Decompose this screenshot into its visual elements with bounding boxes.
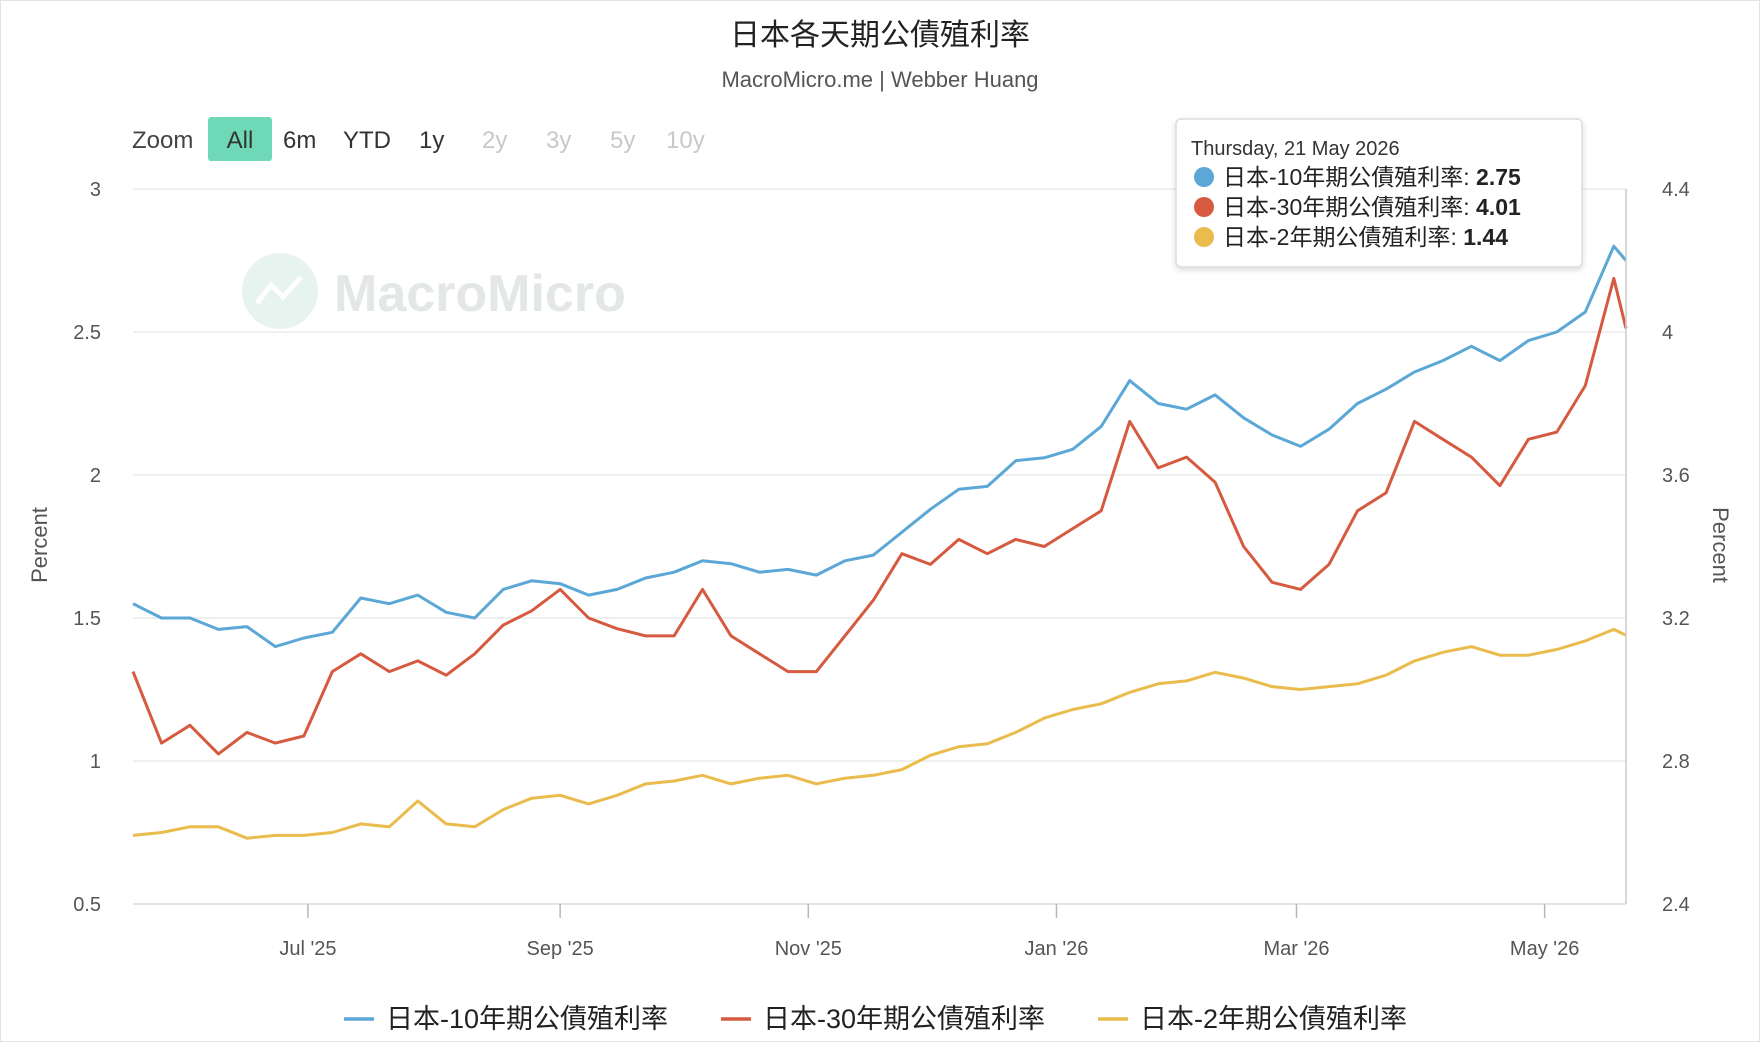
y-right-tick-label: 3.6 (1662, 465, 1690, 487)
legend-label: 日本-10年期公債殖利率 (386, 1004, 668, 1034)
tooltip-row: 日本-2年期公債殖利率: 1.44 (1194, 224, 1508, 250)
tooltip: Thursday, 21 May 2026 日本-10年期公債殖利率: 2.75… (1175, 118, 1583, 268)
y-right-tick-label: 3.2 (1662, 608, 1690, 630)
y-left-tick-label: 3 (90, 179, 101, 201)
zoom-button-label: YTD (343, 127, 391, 154)
y-axis-right-title: Percent (1708, 507, 1733, 583)
y-axis-right: 2.4 2.8 3.2 3.6 4 4.4 (1662, 179, 1690, 916)
y-left-tick-label: 2.5 (73, 322, 101, 344)
tooltip-series-value: 4.01 (1476, 194, 1521, 220)
y-axis-left: 0.5 1 1.5 2 2.5 3 (73, 179, 101, 916)
x-tick-label: May '26 (1510, 938, 1579, 960)
legend-item-3[interactable]: 日本-2年期公債殖利率 (1098, 1004, 1407, 1034)
legend: 日本-10年期公債殖利率 日本-30年期公債殖利率 日本-2年期公債殖利率 (344, 1004, 1407, 1034)
y-left-tick-label: 0.5 (73, 894, 101, 916)
zoom-button-ytd[interactable]: YTD (343, 127, 391, 154)
zoom-button-10y: 10y (666, 127, 705, 154)
tooltip-row-text: 日本-10年期公債殖利率: 2.75 (1223, 164, 1521, 190)
tooltip-marker-icon (1194, 167, 1214, 187)
zoom-button-5y: 5y (610, 127, 635, 154)
tooltip-series-name: 日本-2年期公債殖利率: (1223, 224, 1463, 250)
x-tick-label: Sep '25 (527, 938, 594, 960)
y-left-tick-label: 1 (90, 751, 101, 773)
tooltip-row: 日本-10年期公債殖利率: 2.75 (1194, 164, 1521, 190)
y-left-tick-label: 2 (90, 465, 101, 487)
chart-title: 日本各天期公債殖利率 (730, 19, 1030, 52)
y-right-tick-label: 2.4 (1662, 894, 1690, 916)
zoom-bar: Zoom All 6m YTD 1y 2y 3y 5y 10y (132, 117, 705, 161)
zoom-button-label: 3y (546, 127, 571, 154)
legend-item-1[interactable]: 日本-10年期公債殖利率 (344, 1004, 668, 1034)
zoom-button-label: 10y (666, 127, 705, 154)
tooltip-row-text: 日本-2年期公債殖利率: 1.44 (1223, 224, 1508, 250)
tooltip-box (1175, 118, 1583, 268)
y-right-tick-label: 4 (1662, 322, 1673, 344)
tooltip-series-name: 日本-10年期公債殖利率: (1223, 164, 1476, 190)
x-axis: Jul '25 Sep '25 Nov '25 Jan '26 Mar '26 May '… (279, 904, 1579, 960)
tooltip-row-text: 日本-30年期公債殖利率: 4.01 (1223, 194, 1521, 220)
tooltip-series-value: 2.75 (1476, 164, 1521, 190)
watermark-logo-mark (255, 275, 303, 305)
zoom-button-label: 2y (482, 127, 507, 154)
series-line-2[interactable] (131, 276, 1628, 756)
x-tick-label: Jul '25 (279, 938, 336, 960)
tooltip-marker-icon (1194, 197, 1214, 217)
legend-label: 日本-30年期公債殖利率 (763, 1004, 1045, 1034)
watermark-text: MacroMicro (334, 265, 626, 323)
zoom-button-3y: 3y (546, 127, 571, 154)
y-left-tick-label: 1.5 (73, 608, 101, 630)
watermark: MacroMicro (242, 253, 626, 329)
y-axis-left-title: Percent (27, 507, 52, 583)
tooltip-date: Thursday, 21 May 2026 (1191, 138, 1400, 160)
series-layer (131, 244, 1628, 840)
tooltip-row: 日本-30年期公債殖利率: 4.01 (1194, 194, 1521, 220)
legend-label: 日本-2年期公債殖利率 (1140, 1004, 1407, 1034)
zoom-button-1y[interactable]: 1y (419, 127, 444, 154)
tooltip-series-name: 日本-30年期公債殖利率: (1223, 194, 1476, 220)
chart-subtitle: MacroMicro.me | Webber Huang (721, 67, 1038, 92)
zoom-button-6m[interactable]: 6m (283, 127, 316, 154)
zoom-button-highlight (208, 117, 272, 161)
zoom-button-all[interactable]: All (208, 117, 272, 161)
zoom-button-label: 1y (419, 127, 444, 154)
zoom-button-label: 6m (283, 127, 316, 154)
y-right-tick-label: 2.8 (1662, 751, 1690, 773)
zoom-button-label: All (227, 127, 254, 154)
tooltip-marker-icon (1194, 227, 1214, 247)
x-tick-label: Nov '25 (775, 938, 842, 960)
legend-item-2[interactable]: 日本-30年期公債殖利率 (721, 1004, 1045, 1034)
x-tick-label: Mar '26 (1263, 938, 1329, 960)
zoom-label: Zoom (132, 127, 193, 154)
series-line-1[interactable] (132, 244, 1628, 649)
series-line-3[interactable] (132, 627, 1627, 840)
zoom-button-2y: 2y (482, 127, 507, 154)
x-tick-label: Jan '26 (1025, 938, 1089, 960)
zoom-button-label: 5y (610, 127, 635, 154)
y-right-tick-label: 4.4 (1662, 179, 1690, 201)
tooltip-series-value: 1.44 (1463, 224, 1508, 250)
